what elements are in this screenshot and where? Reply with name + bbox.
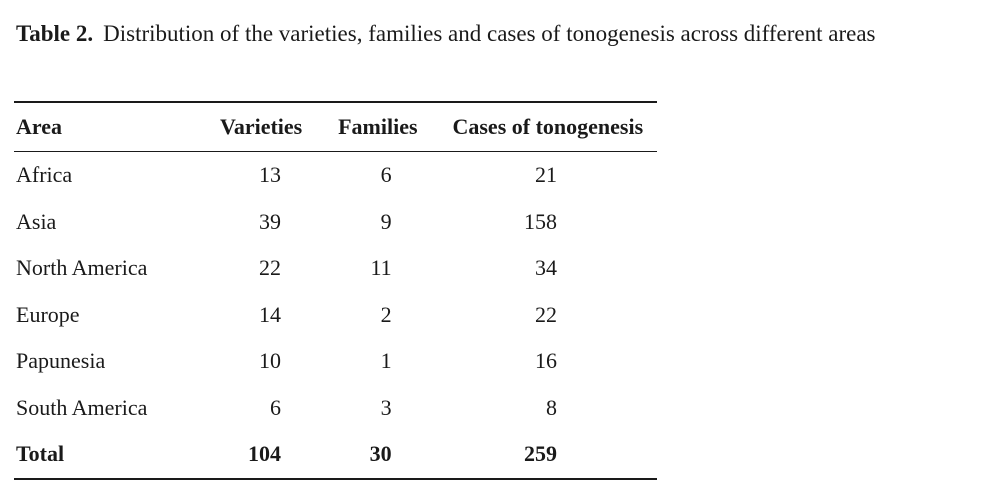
- header-row: Area Varieties Families Cases of tonogen…: [14, 102, 657, 152]
- cell-cases: 22: [535, 301, 557, 327]
- table-row: Papunesia 10 1 16: [14, 338, 657, 385]
- cell-families: 2: [380, 301, 392, 327]
- cell-varieties: 13: [258, 162, 281, 188]
- header-families: Families: [338, 114, 418, 139]
- cell-varieties: 39: [258, 208, 281, 234]
- distribution-table: Area Varieties Families Cases of tonogen…: [14, 101, 657, 480]
- cell-varieties: 22: [258, 255, 281, 281]
- cell-area: Europe: [16, 301, 80, 327]
- cell-area: Papunesia: [16, 348, 106, 374]
- table-body: Africa 13 6 21 Asia 39 9 158 North Ameri…: [14, 152, 657, 479]
- cell-families: 11: [370, 255, 392, 281]
- cell-area: Africa: [16, 162, 73, 188]
- cell-varieties: 10: [258, 348, 281, 374]
- cell-cases: 8: [546, 394, 557, 420]
- cell-area: North America: [16, 255, 148, 281]
- total-label: Total: [16, 441, 65, 467]
- header-varieties: Varieties: [219, 114, 303, 139]
- table-row: Africa 13 6 21: [14, 152, 657, 199]
- table-row: North America 22 11 34: [14, 245, 657, 292]
- cell-families: 6: [380, 162, 392, 188]
- table-row: South America 6 3 8: [14, 385, 657, 432]
- cell-varieties: 14: [258, 301, 281, 327]
- cell-cases: 158: [524, 208, 557, 234]
- cell-cases: 16: [535, 348, 557, 374]
- cell-area: South America: [16, 394, 148, 420]
- cell-families: 9: [380, 208, 392, 234]
- table-caption-text: Distribution of the varieties, families …: [103, 21, 876, 46]
- table-caption-label: Table 2.: [16, 21, 94, 46]
- header-cases: Cases of tonogenesis: [452, 114, 644, 139]
- total-families: 30: [369, 441, 392, 467]
- cell-cases: 34: [535, 255, 557, 281]
- cell-varieties: 6: [269, 394, 281, 420]
- header-area: Area: [16, 114, 63, 139]
- table-row: Europe 14 2 22: [14, 292, 657, 339]
- total-row: Total 104 30 259: [14, 431, 657, 479]
- cell-area: Asia: [16, 208, 57, 234]
- cell-families: 1: [380, 348, 392, 374]
- table-row: Asia 39 9 158: [14, 199, 657, 246]
- total-cases: 259: [524, 441, 557, 467]
- table-header: Area Varieties Families Cases of tonogen…: [14, 102, 657, 152]
- total-varieties: 104: [247, 441, 281, 467]
- table-caption: Table 2. Distribution of the varieties, f…: [16, 14, 996, 53]
- cell-families: 3: [380, 394, 392, 420]
- cell-cases: 21: [535, 162, 557, 188]
